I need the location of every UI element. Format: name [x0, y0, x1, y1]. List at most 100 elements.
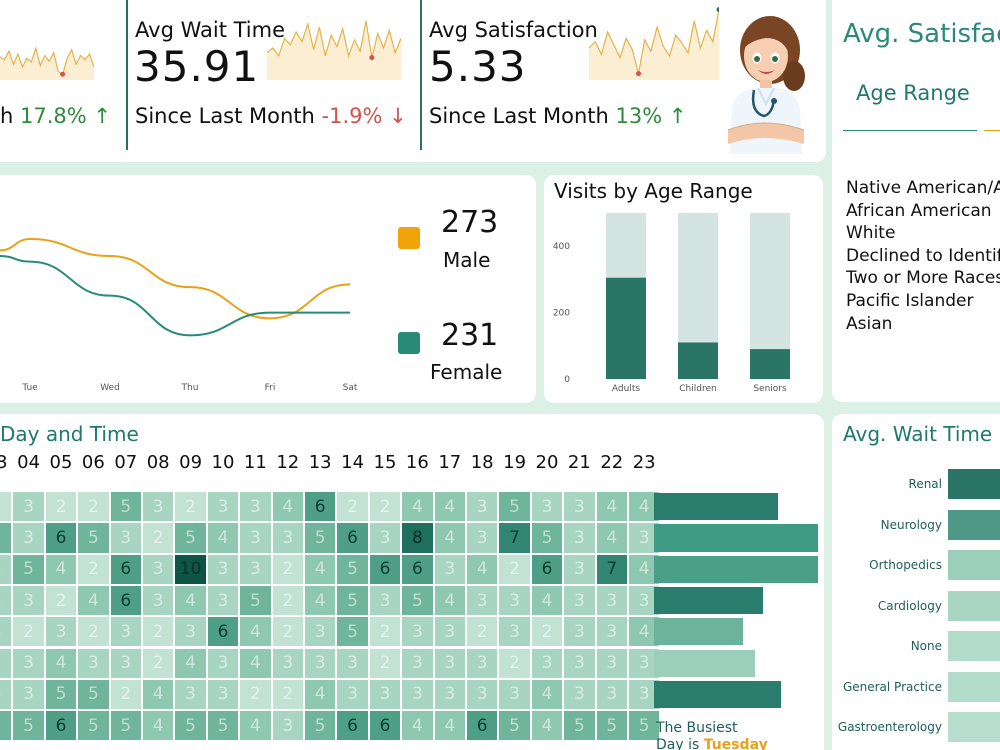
heatmap-cell[interactable]: 5: [0, 711, 12, 741]
heatmap-cell[interactable]: 3: [434, 554, 465, 584]
heatmap-cell[interactable]: 4: [596, 492, 627, 522]
heatmap-cell[interactable]: 3: [499, 585, 530, 616]
heatmap-cell[interactable]: 4: [531, 679, 563, 710]
heatmap-cell[interactable]: 3: [596, 648, 627, 678]
department-wait-bar[interactable]: [948, 469, 1000, 499]
heatmap-cell[interactable]: 2: [78, 617, 109, 647]
heatmap-cell[interactable]: 5: [0, 523, 12, 553]
heatmap-cell[interactable]: 5: [305, 523, 336, 553]
heatmap-cell[interactable]: 5: [175, 523, 206, 553]
heatmap-cell[interactable]: 5: [499, 711, 530, 741]
heatmap-cell[interactable]: 6: [467, 711, 498, 741]
heatmap-cell[interactable]: 3: [434, 679, 465, 710]
heatmap-cell[interactable]: 3: [78, 648, 109, 678]
heatmap-cell[interactable]: 3: [564, 492, 595, 522]
heatmap-cell[interactable]: 5: [13, 554, 44, 584]
heatmap-cell[interactable]: 2: [369, 492, 401, 522]
heatmap-cell[interactable]: 2: [369, 648, 401, 678]
heatmap-cell[interactable]: 6: [337, 711, 368, 741]
day-total-bar[interactable]: [654, 649, 756, 677]
heatmap-cell[interactable]: 4: [402, 711, 433, 741]
heatmap-cell[interactable]: 4: [434, 711, 465, 741]
heatmap-cell[interactable]: 5: [337, 617, 368, 647]
race-list-item[interactable]: Pacific Islander: [846, 290, 974, 311]
heatmap-cell[interactable]: 2: [337, 492, 368, 522]
heatmap-cell[interactable]: 5: [564, 711, 595, 741]
heatmap-cell[interactable]: 2: [13, 617, 44, 647]
heatmap-cell[interactable]: 3: [305, 648, 336, 678]
heatmap-cell[interactable]: 2: [240, 679, 271, 710]
heatmap-cell[interactable]: 3: [240, 523, 271, 553]
heatmap-cell[interactable]: 6: [207, 617, 239, 647]
age-bar[interactable]: [606, 277, 646, 379]
heatmap-cell[interactable]: 5: [531, 523, 563, 553]
heatmap-cell[interactable]: 3: [369, 585, 401, 616]
heatmap-cell[interactable]: 3: [207, 679, 239, 710]
heatmap-cell[interactable]: 3: [0, 617, 12, 647]
heatmap-cell[interactable]: 3: [0, 554, 12, 584]
heatmap-cell[interactable]: 3: [434, 648, 465, 678]
day-total-bar[interactable]: [654, 586, 764, 615]
heatmap-cell[interactable]: 3: [596, 617, 627, 647]
heatmap-cell[interactable]: 2: [0, 492, 12, 522]
heatmap-cell[interactable]: 2: [272, 585, 303, 616]
heatmap-cell[interactable]: 6: [110, 585, 141, 616]
heatmap-cell[interactable]: 2: [45, 492, 77, 522]
heatmap-cell[interactable]: 5: [78, 523, 109, 553]
heatmap-cell[interactable]: 2: [45, 585, 77, 616]
heatmap-cell[interactable]: 3: [240, 492, 271, 522]
heatmap-cell[interactable]: 5: [305, 711, 336, 741]
heatmap-cell[interactable]: 3: [272, 648, 303, 678]
heatmap-cell[interactable]: 2: [143, 648, 174, 678]
heatmap-cell[interactable]: 3: [272, 711, 303, 741]
heatmap-cell[interactable]: 3: [467, 585, 498, 616]
heatmap-cell[interactable]: 3: [13, 585, 44, 616]
department-wait-bar[interactable]: [948, 631, 1000, 661]
heatmap-cell[interactable]: 2: [110, 679, 141, 710]
heatmap-cell[interactable]: 2: [143, 523, 174, 553]
heatmap-cell[interactable]: 2: [369, 617, 401, 647]
heatmap-cell[interactable]: 3: [531, 648, 563, 678]
heatmap-cell[interactable]: 7: [499, 523, 530, 553]
heatmap-cell[interactable]: 6: [45, 523, 77, 553]
heatmap-cell[interactable]: 3: [110, 523, 141, 553]
heatmap-cell[interactable]: 6: [369, 711, 401, 741]
heatmap-cell[interactable]: 4: [305, 679, 336, 710]
heatmap-cell[interactable]: 6: [369, 554, 401, 584]
heatmap-cell[interactable]: 2: [175, 492, 206, 522]
day-total-bar[interactable]: [654, 680, 782, 709]
heatmap-cell[interactable]: 3: [369, 679, 401, 710]
heatmap-cell[interactable]: 3: [596, 585, 627, 616]
heatmap-cell[interactable]: 5: [110, 492, 141, 522]
heatmap-cell[interactable]: 2: [467, 617, 498, 647]
heatmap-cell[interactable]: 3: [143, 554, 174, 584]
department-wait-bar[interactable]: [948, 509, 1000, 540]
department-wait-bar[interactable]: [948, 712, 1000, 742]
heatmap-cell[interactable]: 3: [564, 554, 595, 584]
heatmap-cell[interactable]: 6: [305, 492, 336, 522]
day-total-bar[interactable]: [654, 524, 818, 552]
tab-age-range[interactable]: Age Range: [856, 81, 970, 105]
heatmap-cell[interactable]: 2: [272, 679, 303, 710]
heatmap-cell[interactable]: 3: [175, 617, 206, 647]
heatmap-cell[interactable]: 3: [564, 617, 595, 647]
age-bar[interactable]: [678, 342, 718, 379]
heatmap-cell[interactable]: 3: [175, 679, 206, 710]
heatmap-cell[interactable]: 2: [499, 554, 530, 584]
heatmap-cell[interactable]: 5: [499, 492, 530, 522]
heatmap-cell[interactable]: 3: [337, 679, 368, 710]
heatmap-cell[interactable]: 3: [143, 492, 174, 522]
heatmap-cell[interactable]: 4: [467, 554, 498, 584]
heatmap-cell[interactable]: 6: [45, 711, 77, 741]
heatmap-cell[interactable]: 6: [337, 523, 368, 553]
heatmap-cell[interactable]: 4: [78, 585, 109, 616]
heatmap-cell[interactable]: 5: [240, 585, 271, 616]
heatmap-cell[interactable]: 6: [402, 554, 433, 584]
heatmap-cell[interactable]: 3: [45, 617, 77, 647]
department-wait-bar[interactable]: [948, 590, 1000, 621]
heatmap-cell[interactable]: 3: [531, 492, 563, 522]
heatmap-cell[interactable]: 3: [0, 585, 12, 616]
heatmap-cell[interactable]: 7: [596, 554, 627, 584]
heatmap-cell[interactable]: 3: [110, 617, 141, 647]
heatmap-cell[interactable]: 6: [110, 554, 141, 584]
